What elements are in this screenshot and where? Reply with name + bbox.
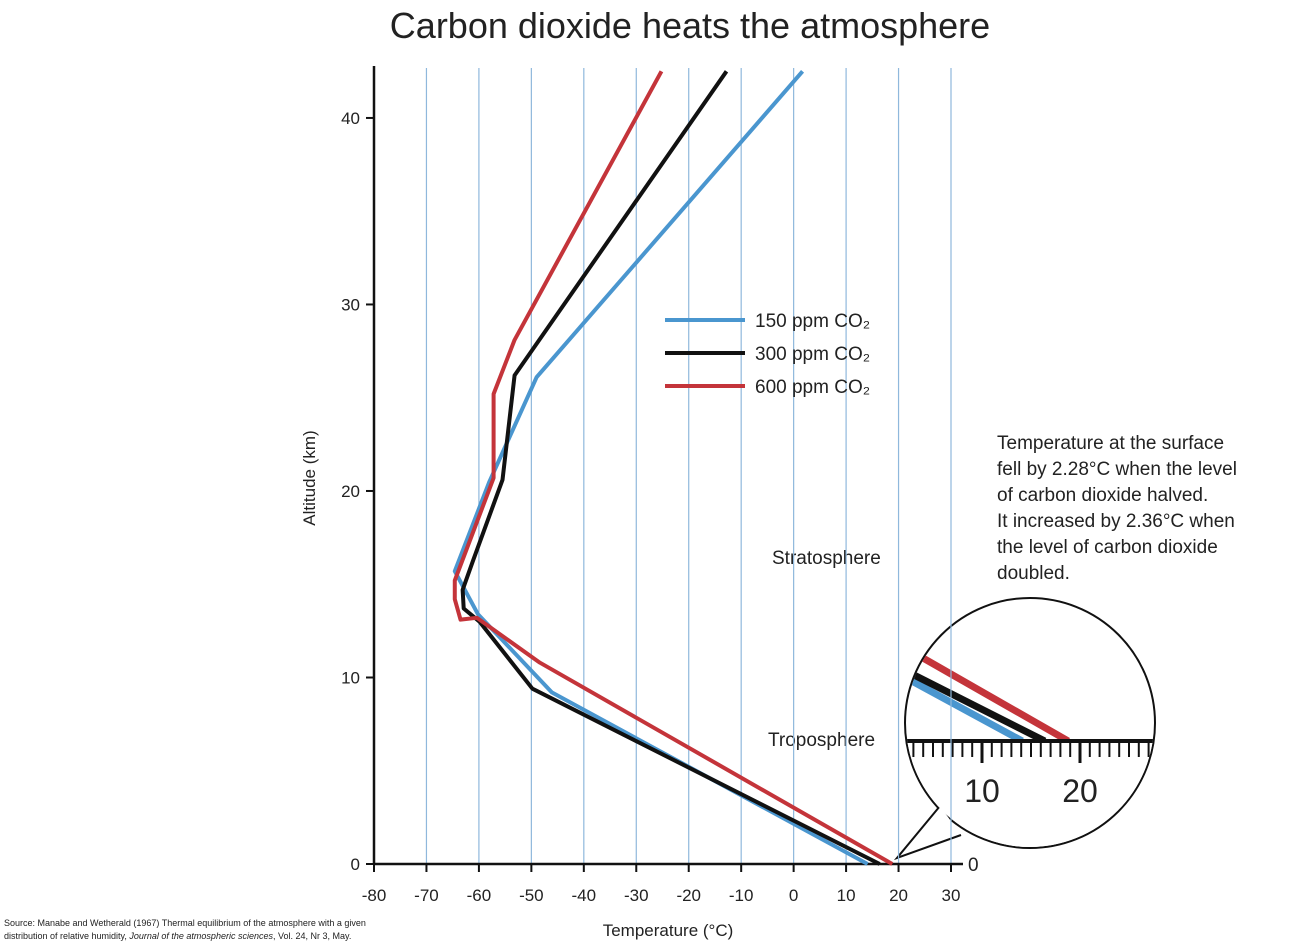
inset-tick-label: 10 (964, 773, 1000, 809)
y-tick-label: 20 (341, 482, 360, 501)
annotation-line: Temperature at the surface (997, 433, 1224, 454)
annotation-line: the level of carbon dioxide (997, 537, 1218, 558)
x-tick-label: -30 (624, 886, 649, 905)
series-line (460, 70, 881, 866)
y-tick-label: 10 (341, 668, 360, 687)
x-tick-label: 30 (942, 886, 961, 905)
inset-baseline-label: 0 (968, 855, 979, 876)
annotation-line: fell by 2.28°C when the level (997, 459, 1237, 480)
troposphere-label: Troposphere (768, 730, 875, 751)
source-journal: Journal of the atmospheric sciences (128, 931, 273, 941)
x-tick-label: -20 (676, 886, 701, 905)
stratosphere-label: Stratosphere (772, 548, 881, 569)
x-tick-label: -80 (362, 886, 387, 905)
inset-pointer (893, 805, 962, 861)
x-axis-label: Temperature (°C) (603, 921, 734, 940)
y-tick-label: 40 (341, 109, 360, 128)
y-axis-label: Altitude (km) (300, 430, 319, 525)
series-line (452, 70, 869, 866)
inset-series-line (906, 599, 1070, 745)
series-line (452, 70, 894, 866)
inset-tick-label: 20 (1062, 773, 1098, 809)
annotation-line: doubled. (997, 563, 1070, 584)
chart-title: Carbon dioxide heats the atmosphere (390, 5, 990, 46)
inset-series-line (906, 599, 1024, 745)
x-tick-label: 0 (789, 886, 798, 905)
x-tick-label: -50 (519, 886, 544, 905)
inset-series-line (906, 599, 1047, 745)
x-tick-label: -40 (572, 886, 597, 905)
x-tick-label: 10 (837, 886, 856, 905)
legend-label: 600 ppm CO₂ (755, 377, 870, 398)
x-tick-label: -70 (414, 886, 439, 905)
y-tick-label: 0 (351, 855, 360, 874)
legend-label: 150 ppm CO₂ (755, 311, 870, 332)
source: Source: Manabe and Wetherald (1967) Ther… (4, 918, 366, 928)
annotation-line: It increased by 2.36°C when (997, 511, 1235, 532)
annotation-line: of carbon dioxide halved. (997, 485, 1208, 506)
legend-label: 300 ppm CO₂ (755, 344, 870, 365)
x-tick-label: -60 (467, 886, 492, 905)
x-tick-label: 20 (889, 886, 908, 905)
source: distribution of relative humidity, Journ… (4, 931, 351, 941)
source-part: distribution of relative humidity, (4, 931, 129, 941)
x-tick-label: -10 (729, 886, 754, 905)
source-part: , Vol. 24, Nr 3, May. (273, 931, 351, 941)
y-tick-label: 30 (341, 295, 360, 314)
